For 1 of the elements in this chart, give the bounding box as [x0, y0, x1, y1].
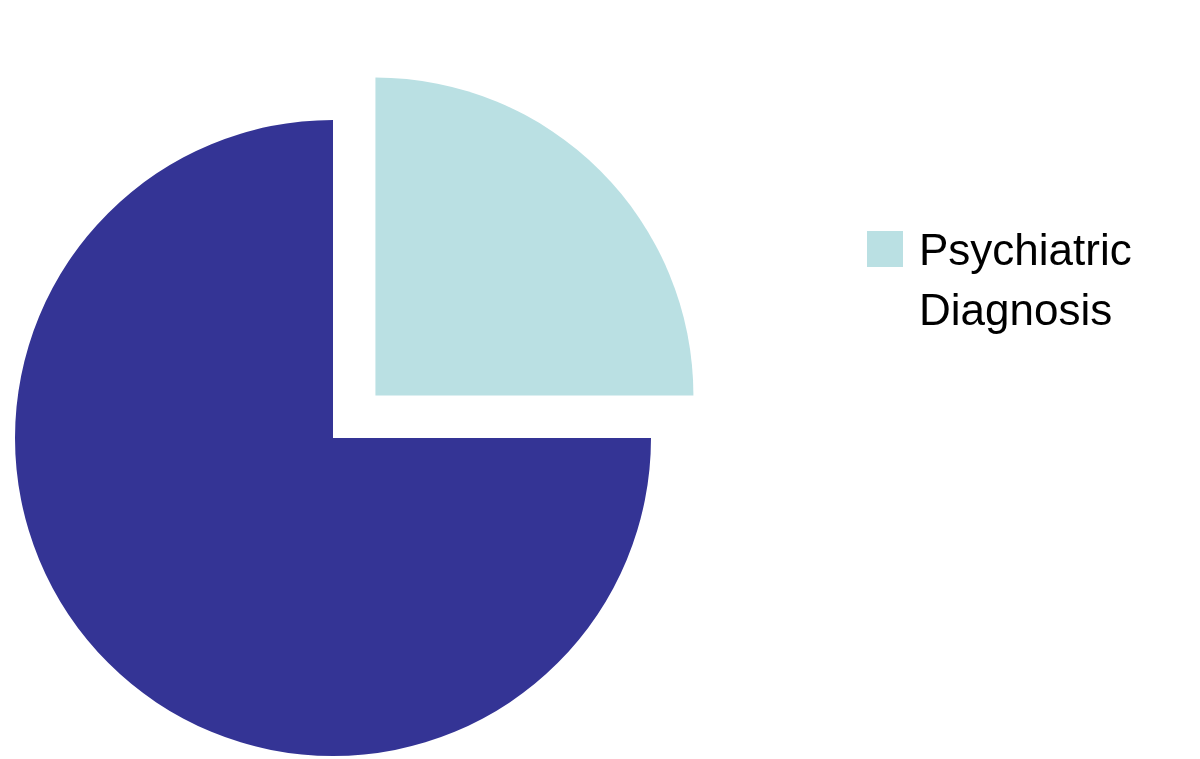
legend-label: Psychiatric Diagnosis — [919, 225, 1132, 334]
